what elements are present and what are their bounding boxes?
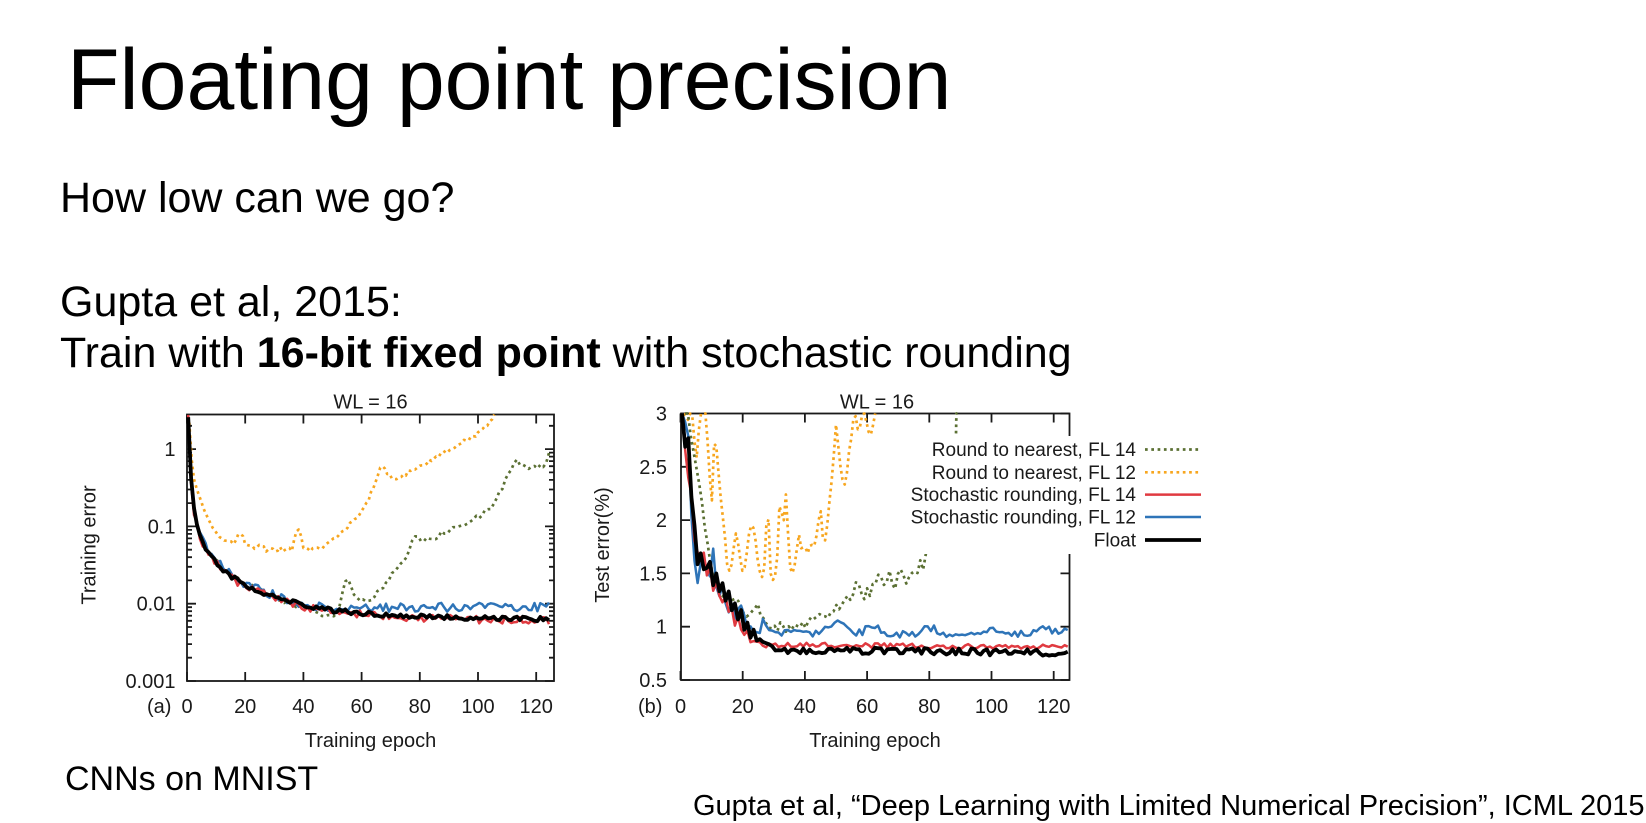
svg-text:2: 2 xyxy=(656,510,667,532)
svg-text:3: 3 xyxy=(656,404,667,426)
svg-text:80: 80 xyxy=(409,696,431,718)
svg-text:0.01: 0.01 xyxy=(137,594,176,616)
svg-text:0: 0 xyxy=(181,696,192,718)
svg-text:Float: Float xyxy=(1094,531,1137,552)
svg-text:(a): (a) xyxy=(147,696,171,718)
svg-text:60: 60 xyxy=(350,696,372,718)
svg-text:100: 100 xyxy=(975,696,1008,718)
svg-text:1.5: 1.5 xyxy=(639,563,667,585)
svg-text:100: 100 xyxy=(461,696,494,718)
svg-text:Training epoch: Training epoch xyxy=(809,730,941,752)
svg-text:Training epoch: Training epoch xyxy=(305,730,437,752)
svg-text:(b): (b) xyxy=(638,696,662,718)
svg-text:80: 80 xyxy=(918,696,940,718)
svg-text:Round to nearest, FL 12: Round to nearest, FL 12 xyxy=(932,463,1136,484)
svg-text:Stochastic rounding, FL 12: Stochastic rounding, FL 12 xyxy=(911,508,1136,529)
svg-text:40: 40 xyxy=(794,696,816,718)
svg-text:Stochastic rounding, FL 14: Stochastic rounding, FL 14 xyxy=(911,485,1137,506)
svg-text:2.5: 2.5 xyxy=(639,457,667,479)
svg-text:40: 40 xyxy=(292,696,314,718)
svg-text:1: 1 xyxy=(164,439,175,461)
svg-text:0.5: 0.5 xyxy=(639,670,667,692)
svg-text:1: 1 xyxy=(656,617,667,639)
svg-text:20: 20 xyxy=(234,696,256,718)
svg-text:Training error: Training error xyxy=(79,485,101,605)
svg-text:Test error(%): Test error(%) xyxy=(592,487,614,603)
svg-text:120: 120 xyxy=(520,696,553,718)
svg-text:Round to nearest, FL 14: Round to nearest, FL 14 xyxy=(932,440,1137,461)
svg-text:60: 60 xyxy=(856,696,878,718)
svg-text:WL = 16: WL = 16 xyxy=(840,392,914,414)
svg-text:0: 0 xyxy=(675,696,686,718)
svg-text:20: 20 xyxy=(732,696,754,718)
svg-text:0.001: 0.001 xyxy=(125,671,175,693)
svg-text:0.1: 0.1 xyxy=(148,516,176,538)
svg-text:120: 120 xyxy=(1037,696,1070,718)
svg-text:WL = 16: WL = 16 xyxy=(333,392,407,414)
